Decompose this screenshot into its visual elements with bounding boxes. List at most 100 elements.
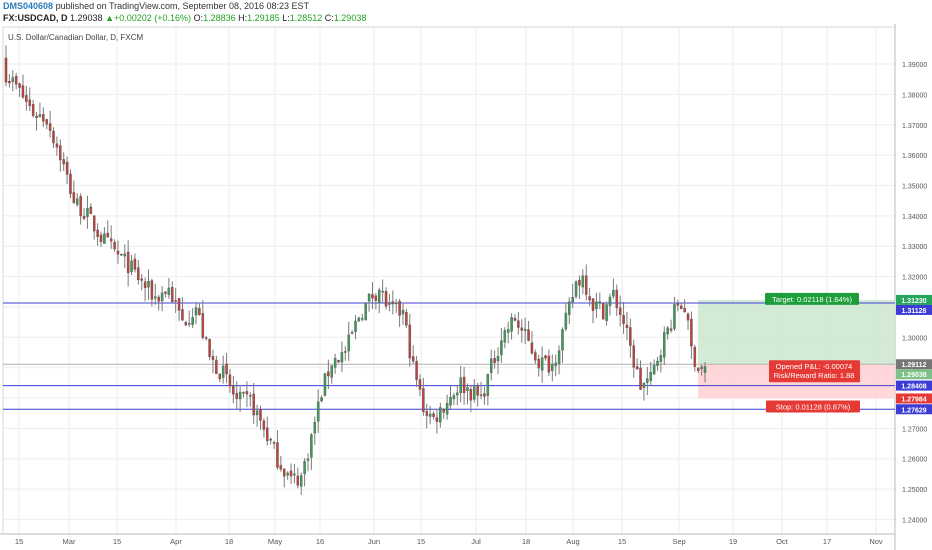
candle-body [605,304,608,321]
candle-body [228,374,232,387]
candle-body [109,238,113,242]
candle-body [198,307,201,316]
candle-body [59,145,62,161]
candle-body [466,387,469,391]
high-value: 1.29185 [247,13,280,23]
candle-body [523,328,527,331]
chart-title: U.S. Dollar/Canadian Dollar, D, FXCM [8,33,143,42]
candle-body [262,420,266,430]
x-tick-label: Jun [368,537,380,546]
candle-body [299,475,303,487]
candle-body [310,434,313,458]
y-tick-label: 1.37000 [902,123,927,130]
x-tick-label: Mar [63,537,76,546]
candle-body [289,470,293,477]
candle-body [510,317,513,332]
candle-body [381,290,384,293]
candle-body [31,104,35,116]
candle-body [374,295,378,301]
candle-body [120,253,123,256]
candle-body [347,334,350,352]
candle-body [449,397,452,406]
candle-body [578,279,581,286]
price-tag-bg [896,404,932,415]
candle-body [259,408,262,421]
candle-body [571,297,574,303]
candle-body [635,366,639,370]
candle-body [517,320,520,328]
candle-body [534,352,537,361]
low-label: L: [282,13,290,23]
candle-body [486,374,490,396]
candle-body [574,281,578,297]
candle-body [76,198,79,205]
candle-body [42,114,45,122]
candle-body [445,403,449,415]
candle-body [527,329,530,341]
close-label: C: [324,13,334,23]
candle-body [218,374,222,380]
candle-body [201,313,205,338]
candle-body [126,251,130,274]
candle-body [123,253,127,257]
candle-body [425,411,429,416]
x-tick-label: 19 [729,537,737,546]
candle-body [439,407,442,423]
candle-body [79,196,82,217]
candle-body [235,393,238,399]
candle-body [103,233,106,244]
candle-body [69,173,72,195]
candle-body [649,371,652,381]
candle-body [174,300,177,302]
candle-body [608,296,612,306]
candle-body [140,278,143,281]
candle-body [378,289,381,303]
price-tag-label: 1.31230 [901,298,926,305]
candle-body [82,215,86,219]
candle-body [615,289,619,309]
y-tick-label: 1.38000 [902,92,927,99]
candle-body [659,355,663,362]
price-tag-label: 1.27984 [901,396,926,403]
candle-body [656,360,659,366]
high-label: H: [238,13,248,23]
candle-body [86,207,89,217]
candle-body [384,291,388,307]
last-price: 1.29038 [70,13,103,23]
x-tick-label: 15 [417,537,425,546]
candle-body [282,468,286,477]
candle-body [25,95,28,102]
candle-body [204,337,208,339]
candle-body [35,115,38,119]
candle-body [625,324,629,329]
author-link[interactable]: DMS040608 [3,1,54,11]
candle-body [313,422,317,434]
y-tick-label: 1.33000 [902,244,927,251]
candle-body [11,77,15,83]
candle-body [4,57,8,83]
candle-body [96,229,99,237]
x-tick-label: Jul [471,537,481,546]
candle-body [99,234,103,243]
price-tag-bg [896,294,932,305]
y-tick-label: 1.26000 [902,457,927,464]
candle-body [62,159,65,165]
candle-body [296,475,300,486]
candle-body [618,307,622,315]
plot-frame [2,26,896,535]
candle-body [435,417,439,422]
candle-body [581,275,585,288]
y-tick-label: 1.30000 [902,335,927,342]
candle-body [272,442,276,444]
x-tick-label: May [268,537,282,546]
candle-body [703,366,707,373]
candle-body [513,318,517,321]
price-tag-label: 1.29112 [902,362,927,369]
candle-body [676,303,680,306]
low-value: 1.28512 [289,13,323,23]
pnl-label: Opened P&L: -0.00074 [776,362,853,371]
candle-body [340,352,344,363]
candle-body [462,376,466,393]
candle-body [622,315,625,324]
